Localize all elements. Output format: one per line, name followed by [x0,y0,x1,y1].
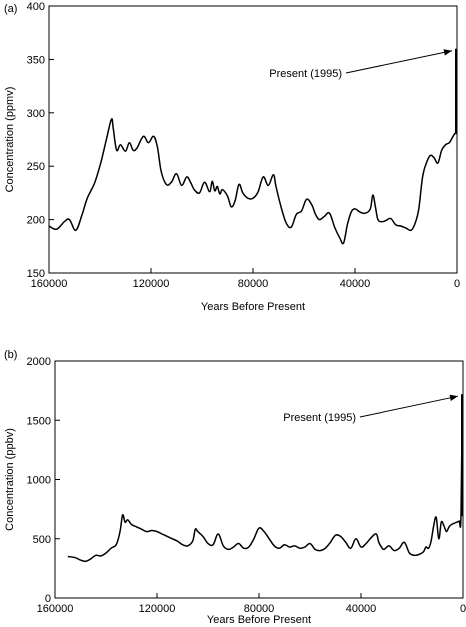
y-tick-label: 250 [27,161,45,173]
series-line [48,118,458,245]
plot-frame [54,360,464,599]
x-tick-label: 160000 [37,603,74,615]
x-tick-label: 0 [454,278,460,290]
y-tick-label: 1000 [27,475,51,487]
annotation-arrow-line [345,50,453,74]
x-axis-label: Years Before Present [201,301,305,313]
y-tick-label: 0 [45,593,51,605]
panel-label: (b) [4,349,17,361]
y-tick-label: 350 [27,54,45,66]
series-line [67,396,463,563]
x-tick-label: 160000 [31,278,68,290]
x-tick-label: 40000 [340,278,371,290]
y-tick-label: 150 [27,268,45,280]
y-tick-label: 500 [33,534,51,546]
y-axis-label: Concentration (ppmv) [4,87,16,193]
annotation-arrow-line [359,395,459,418]
annotation-arrowhead [443,49,452,56]
annotation-arrowhead [449,394,458,401]
x-tick-label: 120000 [139,603,176,615]
x-tick-label: 80000 [244,603,275,615]
annotation-label: Present (1995) [269,68,342,80]
y-tick-label: 400 [27,1,45,13]
y-tick-label: 300 [27,108,45,120]
chart-panel-b: (b) 0 500 1000 1500 2000 160000 120000 80000 4000… [4,349,466,626]
x-tick-label: 0 [460,603,466,615]
chart-panel-a: (a) 150 200 250 300 350 400 160000 120000 80000 40… [4,1,460,313]
x-tick-label: 80000 [238,278,269,290]
y-tick-label: 2000 [27,356,51,368]
x-axis-label: Years Before Present [207,614,311,626]
x-tick-label: 120000 [133,278,170,290]
annotation-label: Present (1995) [283,412,356,424]
panel-label: (a) [4,3,17,15]
x-tick-label: 40000 [346,603,377,615]
plot-frame [48,5,458,274]
y-axis-label: Concentration (ppbv) [4,428,16,531]
y-tick-label: 1500 [27,415,51,427]
y-tick-label: 200 [27,215,45,227]
